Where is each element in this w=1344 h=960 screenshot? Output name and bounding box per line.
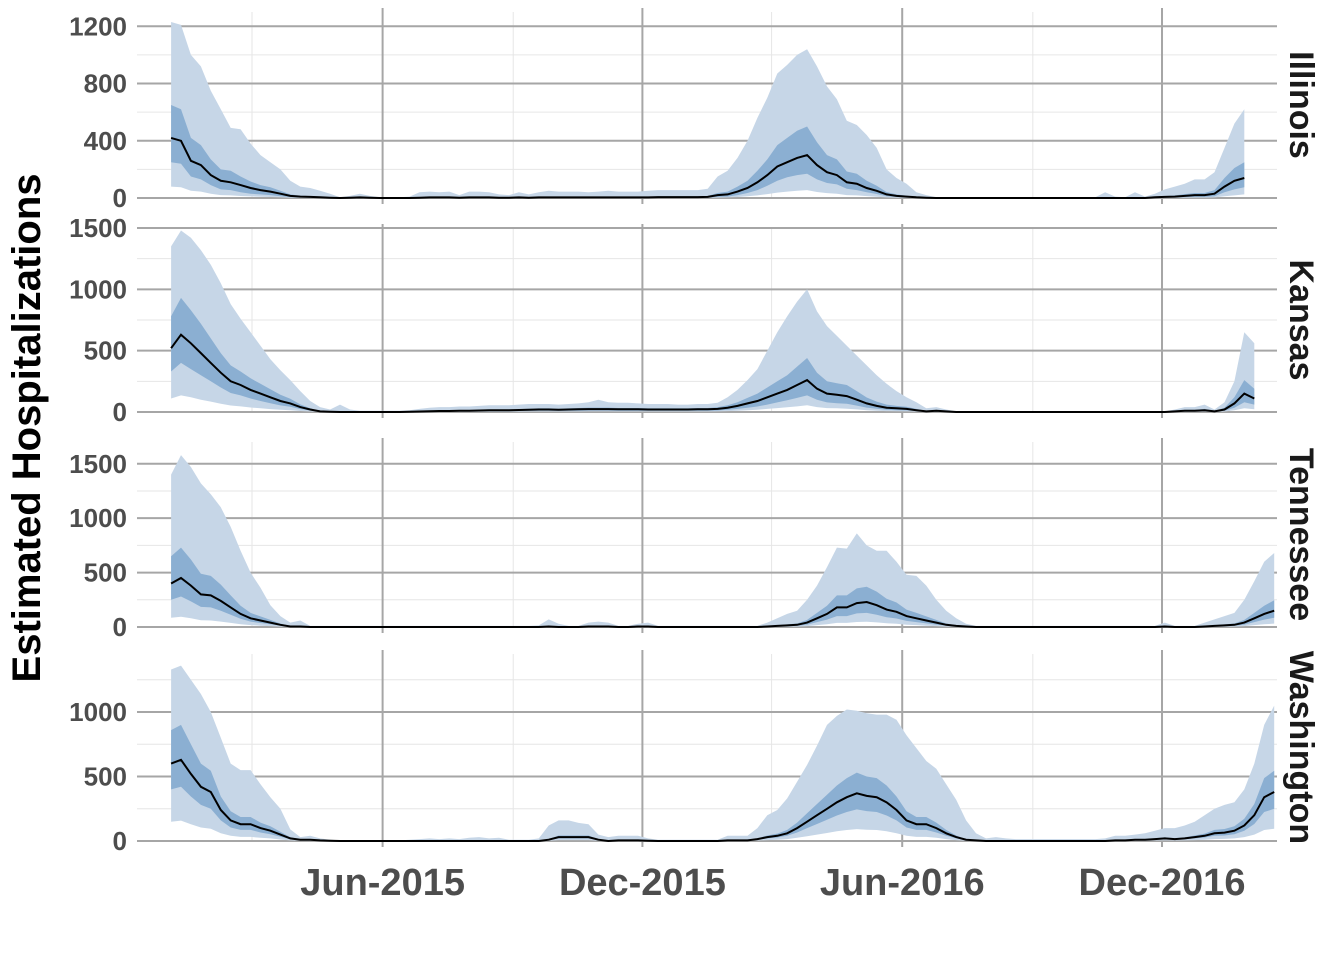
inner-band-area	[171, 547, 1275, 627]
y-tick-label: 1200	[69, 11, 127, 41]
y-tick-label: 500	[84, 558, 127, 588]
strip-label: Illinois	[1282, 51, 1320, 159]
panels: 0 400 800 1200 Illinois 0 500 1000 1500 Kansas 0 50…	[69, 8, 1320, 856]
inner-band-area	[171, 724, 1275, 841]
panel-kansas: 0 500 1000 1500 Kansas	[69, 213, 1320, 427]
y-tick-label: 1000	[69, 503, 127, 533]
x-axis: Jun-2015 Dec-2015 Jun-2016 Dec-2016	[300, 862, 1245, 904]
inner-band-area	[171, 297, 1255, 412]
y-tick-label: 1000	[69, 274, 127, 304]
panel-tennessee: 0 500 1000 1500 Tennessee	[69, 438, 1320, 642]
outer-band-area	[171, 665, 1275, 841]
y-tick-label: 0	[113, 612, 127, 642]
y-tick-label: 500	[84, 762, 127, 792]
outer-band-area	[171, 230, 1255, 412]
strip-label: Tennessee	[1282, 448, 1320, 621]
panel-illinois: 0 400 800 1200 Illinois	[69, 8, 1320, 213]
outer-band-area	[171, 455, 1275, 627]
x-tick-label: Jun-2016	[820, 862, 985, 904]
inner-band-area	[171, 105, 1245, 198]
x-tick-label: Jun-2015	[300, 862, 465, 904]
strip-label: Washington	[1282, 651, 1320, 844]
y-tick-label: 0	[113, 183, 127, 213]
y-tick-label: 800	[84, 69, 127, 99]
y-tick-label: 0	[113, 397, 127, 427]
median-line	[170, 136, 1245, 200]
x-tick-label: Dec-2015	[559, 862, 726, 904]
y-axis-label: Estimated Hospitalizations	[5, 174, 49, 683]
median-line	[170, 576, 1275, 628]
y-tick-label: 0	[113, 826, 127, 856]
y-tick-label: 1500	[69, 213, 127, 243]
median-line	[170, 758, 1275, 843]
y-tick-label: 400	[84, 126, 127, 156]
x-tick-label: Dec-2016	[1079, 862, 1246, 904]
median-line	[170, 333, 1255, 413]
y-tick-label: 1000	[69, 697, 127, 727]
y-tick-label: 1500	[69, 449, 127, 479]
panel-washington: 0 500 1000 Washington	[69, 650, 1320, 856]
y-tick-label: 500	[84, 336, 127, 366]
outer-band-area	[171, 22, 1245, 198]
strip-label: Kansas	[1282, 260, 1320, 381]
